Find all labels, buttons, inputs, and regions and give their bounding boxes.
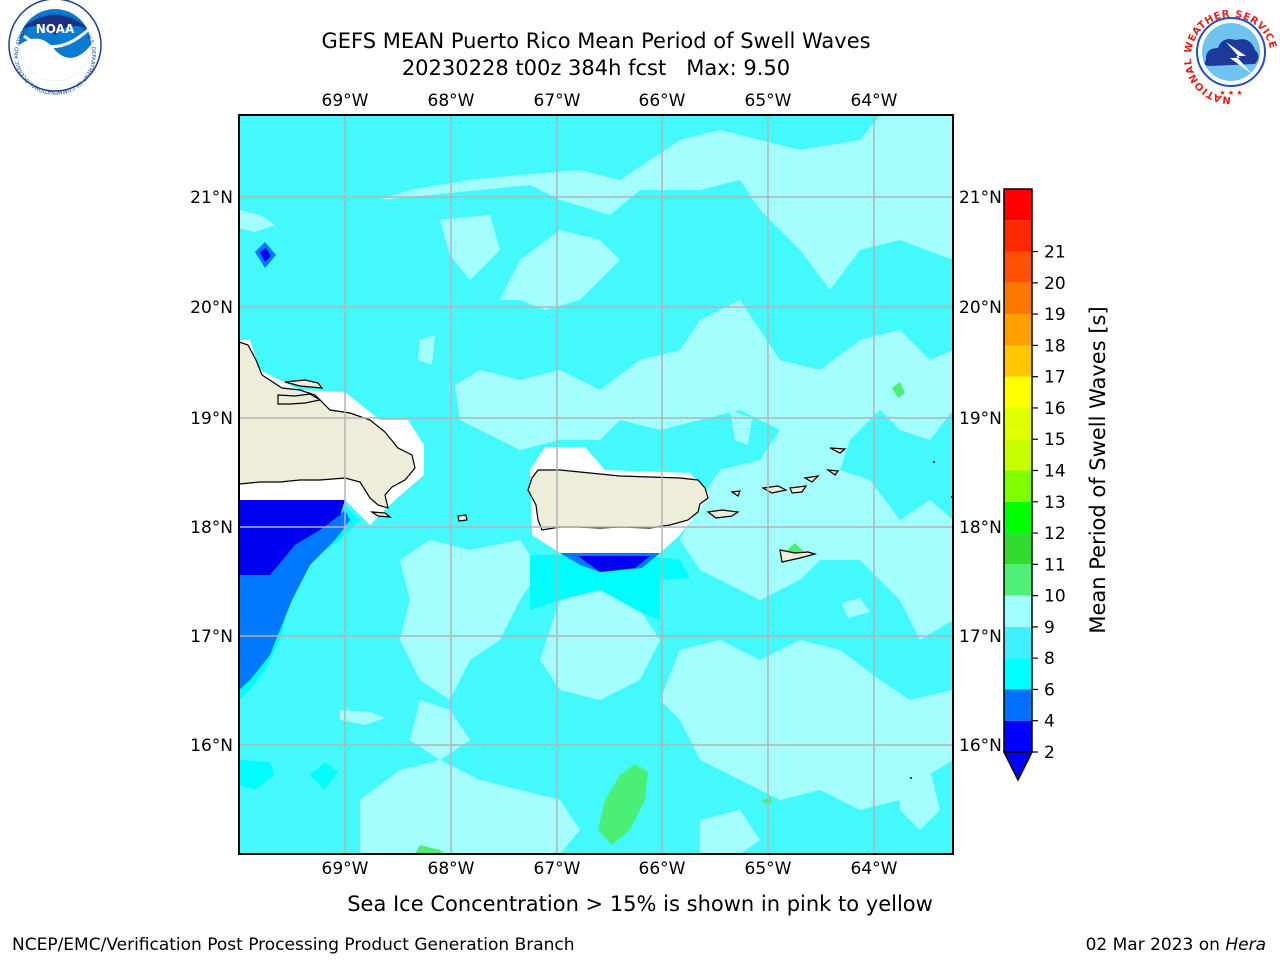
svg-text:★ ★ ★: ★ ★ ★	[1219, 89, 1242, 97]
org-credit: NCEP/EMC/Verification Post Processing Pr…	[12, 935, 575, 955]
lon-label: 69°W	[322, 859, 369, 879]
lat-label: 19°N	[959, 409, 1002, 429]
lat-label: 21°N	[959, 188, 1002, 208]
lat-label: 16°N	[959, 736, 1002, 756]
colorbar-tick-label: 4	[1044, 712, 1055, 732]
colorbar-segment	[1004, 501, 1032, 534]
anegada	[829, 447, 847, 454]
colorbar-segment	[1004, 658, 1032, 690]
colorbar-label: Mean Period of Swell Waves [s]	[1086, 306, 1110, 633]
colorbar-segment	[1004, 626, 1032, 659]
st-croix	[779, 549, 818, 563]
lon-label: 68°W	[428, 859, 475, 879]
saona	[369, 511, 392, 518]
colorbar-segment	[1004, 564, 1032, 596]
colorbar-tick-label: 20	[1044, 274, 1066, 294]
gridlines	[239, 115, 953, 854]
lon-label: 65°W	[745, 91, 792, 111]
noaa-logo-text: NOAA	[36, 22, 75, 36]
colorbar-segment	[1004, 407, 1032, 440]
colorbar-tick-label: 11	[1044, 555, 1066, 575]
colorbar: 2 4 6 8 9 10 11 12 13 14 15 16 17 18 19 20 21	[1002, 188, 1066, 782]
colorbar-segment	[1004, 689, 1032, 721]
lon-label: 69°W	[322, 91, 369, 111]
lat-labels-left: 21°N 20°N 19°N 18°N 17°N 16°N	[190, 188, 233, 756]
lon-label: 68°W	[428, 91, 475, 111]
colorbar-under-arrow	[1002, 751, 1034, 782]
colorbar-tick-label: 15	[1044, 430, 1066, 450]
lat-label: 18°N	[959, 518, 1002, 538]
colorbar-segment	[1004, 533, 1032, 565]
lon-label: 67°W	[534, 91, 581, 111]
vieques	[706, 509, 740, 519]
colorbar-tick-label: 9	[1044, 618, 1055, 638]
map-panel: 69°W 68°W 67°W 66°W 65°W 64°W 69°W 68°W …	[190, 91, 1002, 879]
title-line1: GEFS MEAN Puerto Rico Mean Period of Swe…	[321, 29, 870, 53]
lat-label: 19°N	[190, 409, 233, 429]
sea-ice-note: Sea Ice Concentration > 15% is shown in …	[347, 892, 933, 916]
map-frame	[238, 114, 954, 855]
lat-label: 20°N	[190, 298, 233, 318]
colorbar-tick-label: 2	[1044, 743, 1055, 763]
mona	[457, 514, 468, 522]
colorbar-tick-label: 17	[1044, 368, 1066, 388]
lat-label: 17°N	[190, 627, 233, 647]
colorbar-segment	[1004, 189, 1032, 221]
contour-band-below-2	[239, 248, 650, 575]
gonave	[277, 393, 322, 405]
culebra	[730, 490, 741, 497]
lat-label: 21°N	[190, 188, 233, 208]
hispaniola	[239, 341, 416, 509]
tortuga	[284, 379, 324, 389]
colorbar-segment	[1004, 282, 1032, 315]
colorbar-segment	[1004, 720, 1032, 752]
date-text: 02 Mar 2023 on	[1086, 935, 1226, 955]
lon-label: 64°W	[851, 859, 898, 879]
colorbar-tick-label: 19	[1044, 305, 1066, 325]
colorbar-tick-label: 16	[1044, 399, 1066, 419]
colorbar-tick-label: 21	[1044, 243, 1066, 263]
colorbar-segment	[1004, 220, 1032, 252]
colorbar-segment	[1004, 470, 1032, 502]
lon-label: 66°W	[639, 859, 686, 879]
contour-band-8-9	[239, 115, 953, 854]
colorbar-segment	[1004, 345, 1032, 377]
lon-label: 64°W	[851, 91, 898, 111]
lat-labels-right: 21°N 20°N 19°N 18°N 17°N 16°N	[959, 188, 1002, 756]
colorbar-tick-label: 14	[1044, 462, 1066, 482]
date-stamp: 02 Mar 2023 on Hera	[1086, 935, 1266, 955]
lon-labels-top: 69°W 68°W 67°W 66°W 65°W 64°W	[322, 91, 898, 111]
colorbar-tick-label: 12	[1044, 524, 1066, 544]
noaa-logo: NOAA NATIONAL OCEANIC AND ATMOSPHERIC AD…	[0, 0, 102, 95]
colorbar-tick-label: 8	[1044, 649, 1055, 669]
lat-label: 18°N	[190, 518, 233, 538]
st-thomas	[789, 485, 808, 494]
colorbar-tick-label: 18	[1044, 336, 1066, 356]
lon-label: 65°W	[745, 859, 792, 879]
virgin-gorda	[803, 475, 820, 483]
nws-logo: NATIONAL WEATHER SERVICE ★ ★ ★	[1183, 9, 1278, 105]
lat-label: 20°N	[959, 298, 1002, 318]
colorbar-segment	[1004, 376, 1032, 408]
lat-label: 17°N	[959, 627, 1002, 647]
sombrero	[825, 469, 840, 476]
land	[239, 341, 847, 563]
colorbar-segment	[1004, 251, 1032, 283]
lon-labels-bottom: 69°W 68°W 67°W 66°W 65°W 64°W	[322, 859, 898, 879]
lat-label: 16°N	[190, 736, 233, 756]
colorbar-segment	[1004, 314, 1032, 346]
puerto-rico	[527, 469, 709, 531]
title-line2: 20230228 t00z 384h fcst Max: 9.50	[402, 56, 790, 80]
colorbar-segment	[1004, 439, 1032, 471]
host-name: Hera	[1225, 935, 1266, 955]
lon-label: 66°W	[639, 91, 686, 111]
colorbar-tick-label: 6	[1044, 680, 1055, 700]
colorbar-tick-label: 10	[1044, 587, 1066, 607]
colorbar-tick-label: 13	[1044, 493, 1066, 513]
lon-label: 67°W	[534, 859, 581, 879]
colorbar-segment	[1004, 595, 1032, 627]
